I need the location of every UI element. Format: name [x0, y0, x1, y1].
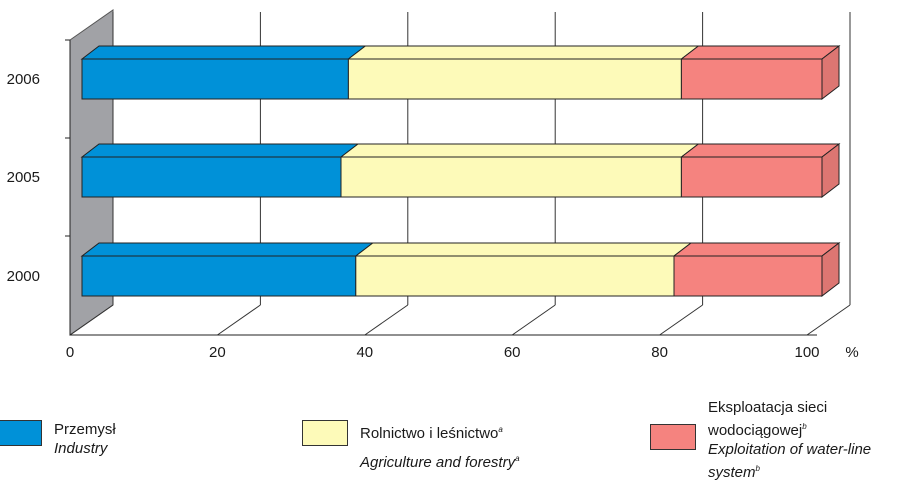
bar-2000-s1 — [355, 255, 675, 297]
bar-2006-s1 — [347, 58, 682, 100]
bar-side-2006 — [821, 44, 840, 101]
x-unit-label: % — [845, 344, 858, 361]
floor-line-40 — [364, 304, 409, 336]
bar-top-2005-s2 — [679, 143, 841, 158]
x-tick-label-60: 60 — [504, 344, 521, 361]
legend-waterline-pl1: Eksploatacja sieci — [708, 399, 828, 416]
y-tick-label-2000: 2000 — [7, 268, 40, 285]
legend-swatch-agriculture — [302, 420, 348, 446]
bar-top-2006-s0 — [80, 45, 367, 60]
legend-agriculture-pl-footnote: a — [498, 425, 503, 434]
legend-item-agriculture: Rolnictwo i leśnictwoa Agriculture and f… — [302, 420, 520, 472]
legend-swatch-industry — [0, 420, 42, 446]
x-tick-label-40: 40 — [356, 344, 373, 361]
bar-top-2006-s2 — [679, 45, 841, 60]
bar-top-2006-s1 — [346, 45, 700, 60]
bar-2005-s0 — [81, 156, 342, 198]
legend-waterline-en1: Exploitation of water-line — [708, 441, 872, 458]
x-tick-label-20: 20 — [209, 344, 226, 361]
legend-waterline-en-footnote: b — [755, 464, 760, 473]
bar-side-2005 — [821, 142, 840, 199]
legend-swatch-waterline — [650, 424, 696, 450]
bar-2006-s0 — [81, 58, 349, 100]
bar-top-2000-s0 — [80, 242, 375, 257]
legend-agriculture-en: Agriculture and forestry — [360, 454, 516, 471]
x-tick-label-80: 80 — [651, 344, 668, 361]
legend-industry-pl: Przemysł — [54, 421, 116, 438]
legend-agriculture-en-footnote: a — [515, 454, 520, 463]
legend-agriculture-pl: Rolnictwo i leśnictwo — [360, 425, 499, 442]
legend-label-agriculture: Rolnictwo i leśnictwoa Agriculture and f… — [360, 420, 520, 472]
bar-top-2005-s0 — [80, 143, 360, 158]
y-tick-label-2005: 2005 — [7, 169, 40, 186]
legend-item-industry: Przemysł Industry — [0, 420, 116, 458]
legend-industry-en: Industry — [54, 440, 108, 457]
bar-2000-s2 — [673, 255, 823, 297]
floor-line-60 — [511, 304, 556, 336]
bar-2005-s1 — [340, 156, 682, 198]
floor-line-20 — [217, 304, 261, 336]
bar-top-2000-s2 — [672, 242, 841, 257]
bar-2006-s2 — [680, 58, 823, 100]
legend-waterline-pl2: wodociągowej — [708, 422, 803, 439]
bar-2005-s2 — [680, 156, 823, 198]
legend-label-industry: Przemysł Industry — [54, 420, 116, 458]
legend-waterline-pl-footnote: b — [802, 422, 807, 431]
bar-side-2000 — [821, 241, 840, 298]
x-tick-label-0: 0 — [66, 344, 74, 361]
y-tick-label-2006: 2006 — [7, 71, 40, 88]
legend-waterline-en2: system — [708, 464, 756, 481]
bar-top-2000-s1 — [354, 242, 693, 257]
x-tick-label-100: 100 — [794, 344, 819, 361]
floor-line-100 — [806, 304, 851, 336]
floor-line-0 — [69, 304, 114, 336]
floor-line-80 — [659, 304, 703, 336]
bar-2000-s0 — [81, 255, 357, 297]
legend-item-waterline: Eksploatacja sieci wodociągowejb Exploit… — [650, 398, 871, 482]
legend-label-waterline: Eksploatacja sieci wodociągowejb Exploit… — [708, 398, 871, 482]
bar-top-2005-s1 — [339, 143, 700, 158]
